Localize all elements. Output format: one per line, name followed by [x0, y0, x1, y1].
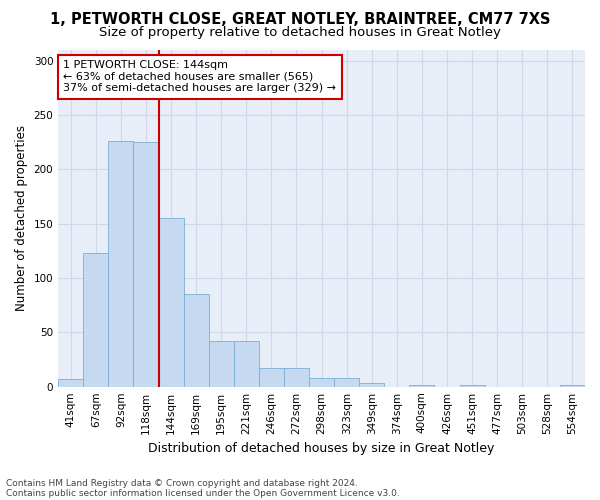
X-axis label: Distribution of detached houses by size in Great Notley: Distribution of detached houses by size …: [148, 442, 495, 455]
Y-axis label: Number of detached properties: Number of detached properties: [15, 126, 28, 312]
Bar: [209, 341, 234, 386]
Bar: [234, 341, 259, 386]
Bar: [259, 368, 284, 386]
Text: Contains HM Land Registry data © Crown copyright and database right 2024.: Contains HM Land Registry data © Crown c…: [6, 478, 358, 488]
Bar: [409, 384, 434, 386]
Bar: [560, 384, 585, 386]
Bar: [58, 379, 83, 386]
Bar: [109, 141, 133, 386]
Text: Size of property relative to detached houses in Great Notley: Size of property relative to detached ho…: [99, 26, 501, 39]
Bar: [334, 378, 359, 386]
Text: 1 PETWORTH CLOSE: 144sqm
← 63% of detached houses are smaller (565)
37% of semi-: 1 PETWORTH CLOSE: 144sqm ← 63% of detach…: [64, 60, 337, 94]
Bar: [184, 294, 209, 386]
Bar: [284, 368, 309, 386]
Text: Contains public sector information licensed under the Open Government Licence v3: Contains public sector information licen…: [6, 488, 400, 498]
Bar: [460, 384, 485, 386]
Bar: [309, 378, 334, 386]
Bar: [133, 142, 158, 386]
Bar: [158, 218, 184, 386]
Bar: [359, 384, 385, 386]
Text: 1, PETWORTH CLOSE, GREAT NOTLEY, BRAINTREE, CM77 7XS: 1, PETWORTH CLOSE, GREAT NOTLEY, BRAINTR…: [50, 12, 550, 28]
Bar: [83, 253, 109, 386]
